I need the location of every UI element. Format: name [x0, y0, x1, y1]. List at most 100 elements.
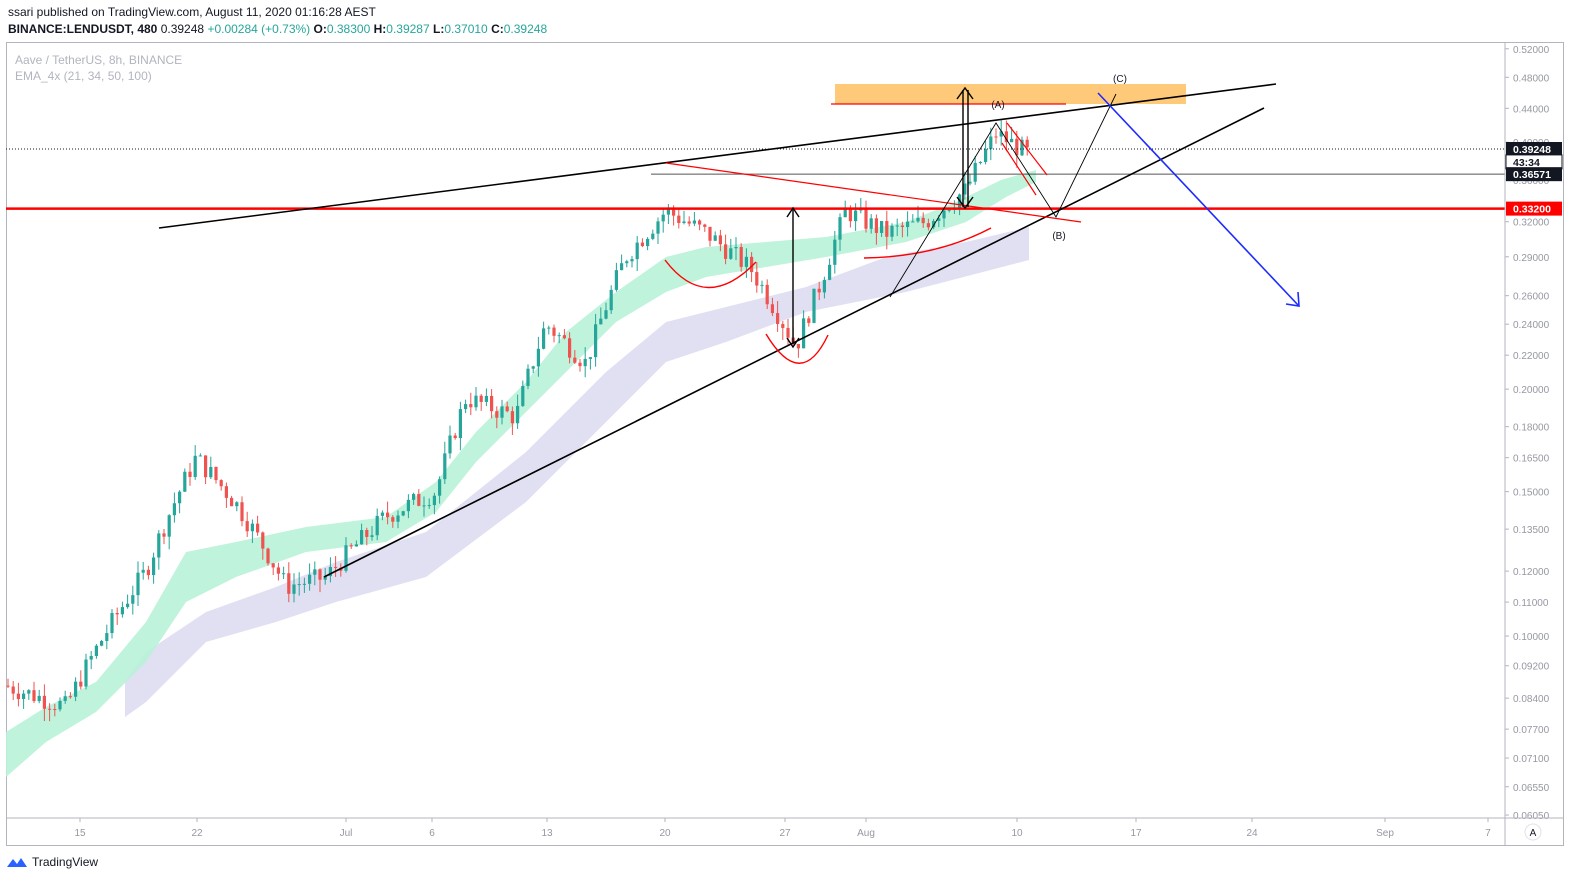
candle-body — [276, 567, 280, 574]
candle — [162, 528, 166, 545]
candle — [692, 211, 696, 227]
candle — [37, 689, 41, 704]
lower-trendline — [323, 107, 1265, 578]
price-label-text-3: 0.33200 — [1513, 204, 1551, 216]
candle — [276, 562, 280, 581]
candle — [796, 343, 800, 358]
time-tick-label-1: 22 — [191, 828, 203, 839]
candle-body — [354, 544, 358, 547]
price-label-line: 0.36571 — [1506, 167, 1562, 182]
candle — [687, 216, 691, 227]
candle-body — [500, 406, 504, 418]
candle — [1020, 136, 1024, 157]
price-tick-label-4: 0.36000 — [1513, 176, 1550, 187]
candle — [131, 585, 135, 615]
candle-body — [178, 491, 182, 504]
candle — [328, 557, 332, 583]
candle-body — [105, 633, 109, 642]
time-tick-label-8: 10 — [1011, 828, 1023, 839]
candle-body — [6, 685, 10, 687]
time-axis[interactable]: 15 22 Jul 6 13 20 27 Aug 10 17 24 Sep 7 A — [6, 817, 1564, 841]
candle-body — [750, 256, 754, 273]
candle — [963, 171, 967, 200]
candle-body — [432, 495, 436, 506]
price-label-timer: 43:34 — [1505, 154, 1563, 170]
candle — [698, 219, 702, 231]
candle-body — [495, 411, 499, 418]
candle — [666, 203, 670, 224]
published-line: ssari published on TradingView.com, Augu… — [8, 5, 376, 19]
tradingview-footer[interactable]: TradingView — [6, 852, 98, 872]
candle — [313, 561, 317, 586]
candle-body — [250, 523, 254, 532]
candle-body — [172, 503, 176, 516]
candle — [968, 173, 972, 186]
candle — [973, 156, 977, 185]
candle-body — [266, 548, 270, 564]
candle-body — [235, 502, 239, 507]
candle — [396, 510, 400, 529]
price-tick-label-18: 0.09200 — [1513, 662, 1550, 673]
candle — [219, 479, 223, 491]
candle-body — [796, 344, 800, 349]
auto-scale-button[interactable]: A — [1524, 823, 1542, 841]
candle-body — [141, 569, 145, 573]
candle-body — [396, 515, 400, 522]
candle-body — [308, 574, 312, 584]
candle-body — [687, 221, 691, 224]
price-chart[interactable]: (A)(B)(C) 0.520000.480000.440000.400000.… — [6, 42, 1564, 846]
candle-body — [74, 681, 78, 697]
candle — [744, 248, 748, 278]
candle-body — [880, 221, 884, 233]
time-tick-label-12: 7 — [1485, 828, 1491, 839]
candle — [198, 453, 202, 457]
candle — [942, 209, 946, 228]
candle-body — [724, 244, 728, 259]
candle-body — [349, 545, 353, 547]
price-tick-label-12: 0.16500 — [1513, 454, 1550, 465]
time-tick-label-2: Jul — [340, 828, 353, 839]
candle-body — [120, 607, 124, 615]
candle-body — [911, 221, 915, 223]
candle-body — [781, 324, 785, 328]
candle — [94, 644, 98, 659]
candle — [74, 677, 78, 702]
price-label-bg-0 — [1506, 142, 1562, 157]
price-change: +0.00284 (+0.73%) — [207, 22, 311, 36]
candle-body — [682, 221, 686, 224]
candle — [100, 639, 104, 647]
candle — [812, 288, 816, 324]
candle — [178, 490, 182, 514]
candle-body — [126, 603, 130, 608]
candle — [822, 276, 826, 299]
candle — [48, 703, 52, 722]
candle-body — [978, 162, 982, 164]
candle-body — [526, 368, 530, 386]
price-tick-label-11: 0.18000 — [1513, 423, 1550, 434]
candle-body — [609, 289, 613, 311]
candle-body — [224, 486, 228, 498]
ema-slow-band — [125, 227, 1029, 717]
price-axis[interactable]: 0.520000.480000.440000.400000.360000.320… — [1504, 42, 1563, 846]
price-label-text-2: 0.36571 — [1513, 169, 1551, 181]
candle-body — [672, 208, 676, 216]
candle-body — [937, 218, 941, 221]
candle — [42, 684, 46, 722]
time-tick-label-7: Aug — [857, 828, 875, 839]
candle-body — [885, 221, 889, 237]
open-label: O: — [313, 22, 327, 36]
candle-body — [583, 358, 587, 367]
candle-body — [578, 362, 582, 367]
candle-body — [817, 288, 821, 293]
price-tick-label-22: 0.06550 — [1513, 783, 1550, 794]
candle-body — [479, 395, 483, 402]
price-tick-label-6: 0.29000 — [1513, 253, 1550, 264]
candle — [869, 214, 873, 234]
candle-body — [162, 533, 166, 537]
candle-body — [100, 641, 104, 646]
candle — [630, 255, 634, 268]
candle-body — [703, 224, 707, 227]
candle — [838, 213, 842, 251]
candle — [833, 230, 837, 274]
candle-body — [11, 686, 15, 694]
